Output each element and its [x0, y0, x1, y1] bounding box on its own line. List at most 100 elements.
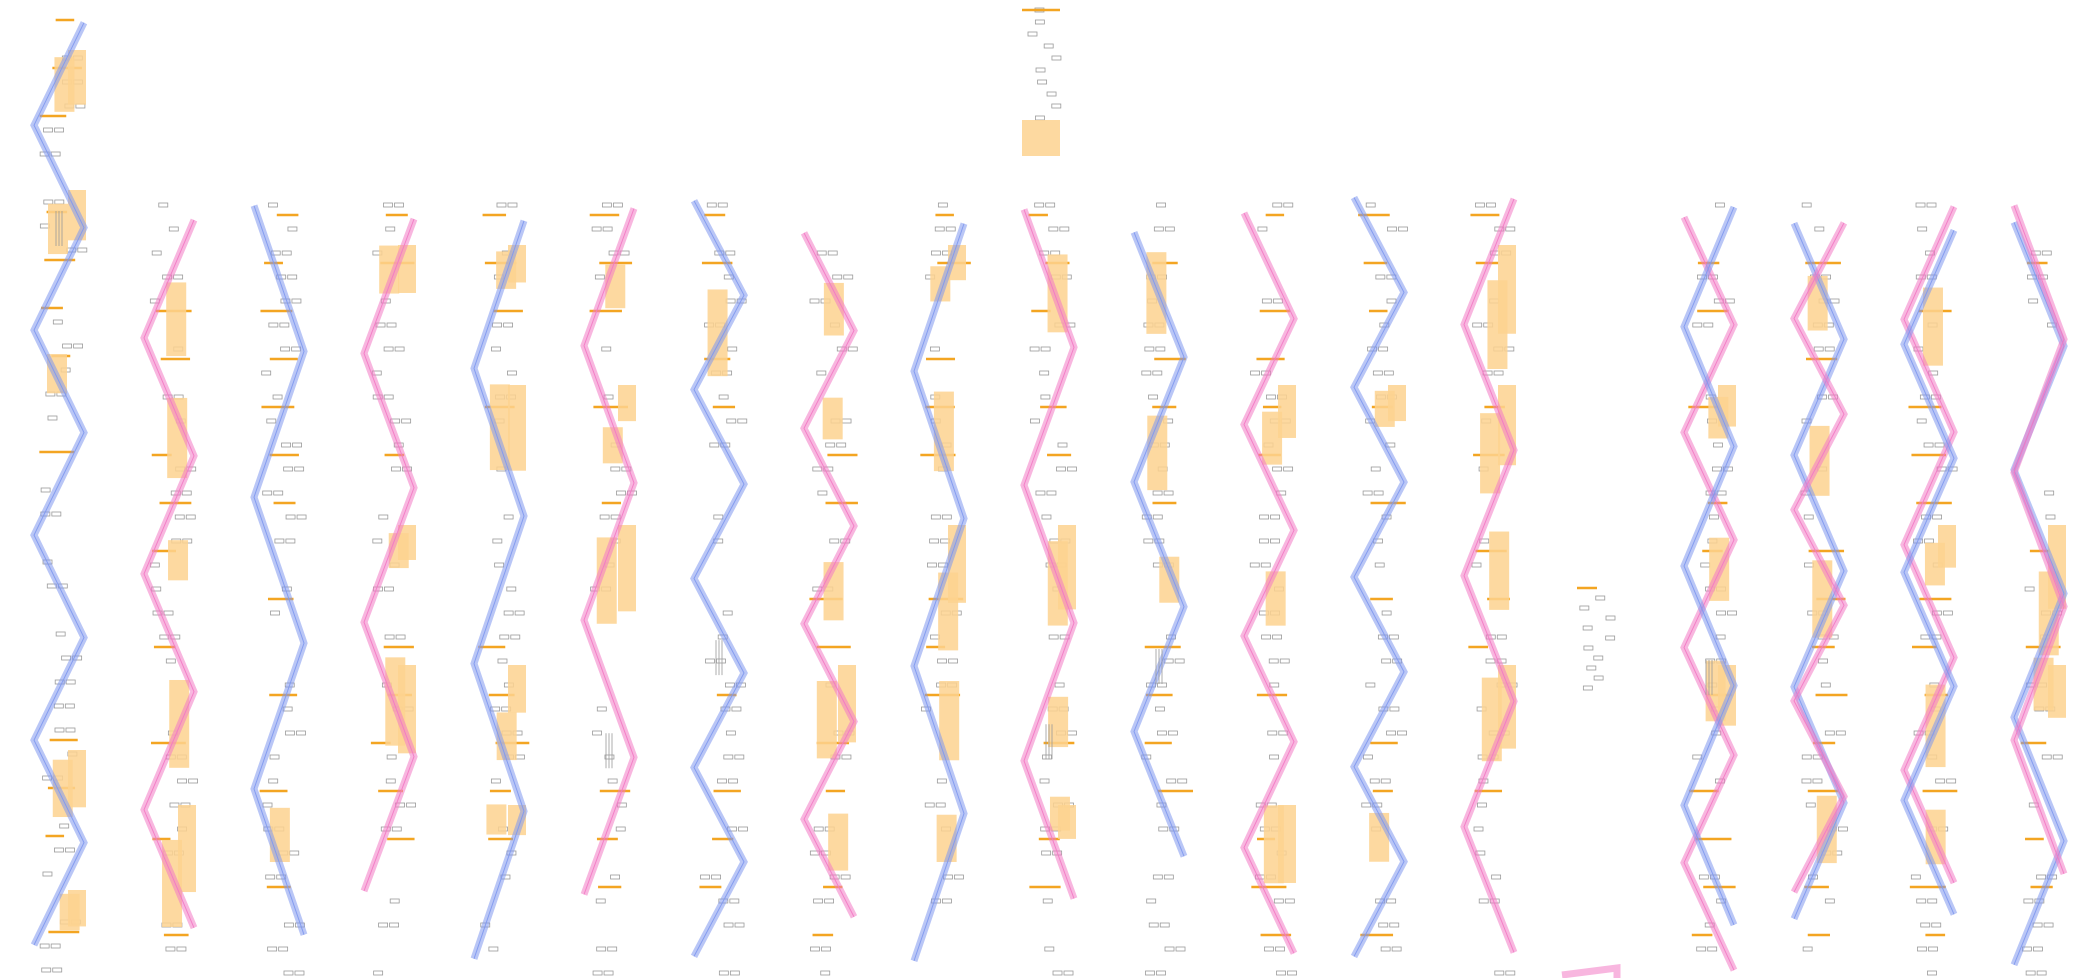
feature-box — [1496, 634, 1507, 640]
ribbon-edge — [33, 22, 85, 946]
feature-box — [1713, 442, 1723, 448]
feature-box — [817, 490, 828, 496]
feature-box — [289, 850, 300, 856]
feature-box — [2033, 946, 2043, 952]
feature-box — [616, 490, 626, 496]
feature-box — [1027, 31, 1038, 37]
feature-box — [1473, 826, 1484, 832]
feature-box — [1157, 730, 1167, 736]
feature-box — [1029, 346, 1040, 352]
feature-box — [1475, 202, 1485, 208]
feature-box — [1048, 226, 1059, 232]
feature-box — [77, 247, 88, 253]
feature-box — [1037, 79, 1048, 85]
feature-box — [384, 634, 395, 640]
feature-box — [1261, 634, 1272, 640]
feature-box — [292, 442, 302, 448]
feature-box — [1389, 706, 1400, 712]
block — [1498, 245, 1516, 334]
feature-box — [385, 778, 396, 784]
feature-box — [829, 538, 840, 544]
feature-box — [843, 274, 854, 280]
feature-box — [391, 826, 402, 832]
feature-box — [1593, 655, 1604, 661]
feature-box — [514, 610, 525, 616]
feature-box — [391, 466, 401, 472]
feature-box — [492, 322, 503, 328]
feature-box — [372, 538, 383, 544]
feature-box — [930, 514, 941, 520]
feature-box — [2036, 874, 2047, 880]
feature-box — [1152, 490, 1163, 496]
block — [816, 681, 837, 759]
feature-box — [1056, 466, 1066, 472]
feature-box — [176, 946, 187, 952]
feature-box — [1057, 442, 1068, 448]
feature-box — [1249, 562, 1260, 568]
feature-box — [929, 346, 940, 352]
feature-box — [1805, 802, 1816, 808]
feature-box — [165, 946, 176, 952]
feature-box — [1715, 202, 1725, 208]
feature-box — [383, 346, 394, 352]
ribbon-edge — [473, 220, 525, 959]
block — [167, 397, 188, 479]
feature-box — [604, 754, 615, 760]
feature-box — [607, 946, 618, 952]
ribbon-edge — [583, 208, 635, 895]
feature-box — [1043, 43, 1054, 49]
feature-box — [734, 754, 745, 760]
feature-box — [1040, 394, 1051, 400]
feature-box — [64, 703, 75, 709]
feature-box — [1143, 538, 1154, 544]
feature-box — [825, 442, 836, 448]
feature-box — [185, 514, 196, 520]
feature-box — [607, 778, 618, 784]
feature-box — [1283, 202, 1294, 208]
feature-box — [73, 343, 83, 349]
feature-box — [1824, 346, 1835, 352]
track-column — [1020, 202, 1078, 976]
feature-box — [507, 202, 518, 208]
feature-box — [1267, 730, 1278, 736]
feature-box — [1259, 514, 1269, 520]
feature-box — [1835, 730, 1846, 736]
feature-box — [1275, 946, 1285, 952]
feature-box — [1505, 970, 1516, 976]
track-column — [250, 202, 308, 976]
feature-box — [1270, 514, 1280, 520]
feature-box — [1472, 322, 1483, 328]
feature-box — [1164, 226, 1175, 232]
track-column — [1240, 202, 1298, 976]
feature-box — [610, 466, 621, 472]
feature-box — [496, 202, 507, 208]
feature-box — [1266, 394, 1276, 400]
feature-box — [1381, 658, 1392, 664]
feature-box — [1582, 625, 1593, 631]
feature-box — [1046, 91, 1057, 97]
feature-box — [612, 202, 623, 208]
feature-box — [1391, 946, 1402, 952]
feature-box — [283, 466, 294, 472]
feature-box — [1703, 322, 1714, 328]
feature-box — [1838, 826, 1848, 832]
feature-box — [595, 898, 606, 904]
feature-box — [65, 679, 76, 685]
feature-box — [1051, 55, 1062, 61]
feature-box — [1042, 898, 1053, 904]
feature-box — [1141, 370, 1152, 376]
feature-box — [1583, 645, 1594, 651]
feature-box — [41, 967, 52, 973]
feature-box — [824, 898, 835, 904]
track-column — [470, 202, 530, 960]
feature-box — [1156, 202, 1166, 208]
feature-box — [727, 346, 738, 352]
feature-box — [601, 346, 612, 352]
feature-box — [296, 514, 307, 520]
feature-box — [262, 802, 273, 808]
feature-box — [1380, 946, 1391, 952]
feature-box — [1369, 778, 1380, 784]
feature-box — [1381, 610, 1392, 616]
feature-box — [1934, 442, 1945, 448]
block — [168, 540, 189, 581]
